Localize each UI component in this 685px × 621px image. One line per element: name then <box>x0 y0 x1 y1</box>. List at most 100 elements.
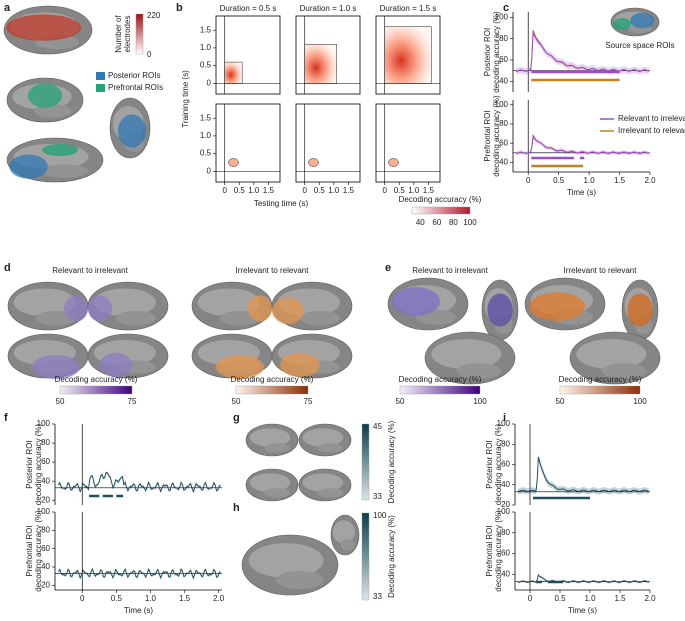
y-tick-label: 40 <box>501 480 510 489</box>
brain-lobe <box>33 104 72 118</box>
y-tick-label: 100 <box>37 507 51 516</box>
axis-label: Training time (s) <box>181 70 190 128</box>
axis-label: electrodes <box>123 16 132 53</box>
heatmap-title: Duration = 1.0 s <box>300 4 357 13</box>
y-tick-label: 1.0 <box>200 43 212 52</box>
colorbar-title: Decoding accuracy (%) <box>399 375 482 384</box>
panel-letter: c <box>503 2 509 14</box>
y-tick-label: 20 <box>501 500 510 509</box>
x-tick-label: 1.5 <box>179 594 191 603</box>
x-tick-label: 1.5 <box>343 186 355 195</box>
x-tick-label: 2.0 <box>644 176 656 185</box>
axis-label: decoding accuracy (%) <box>34 423 43 505</box>
colorbar <box>135 13 144 55</box>
colorbar-title: Decoding accuracy (%) <box>399 195 482 204</box>
y-tick-label: 40 <box>499 76 508 85</box>
brain-activation <box>88 295 112 322</box>
brain-activation <box>272 297 304 324</box>
axis-label: Number of <box>114 15 123 53</box>
y-tick-label: 0.5 <box>200 61 212 70</box>
y-tick-label: 60 <box>501 460 510 469</box>
y-tick-label: 20 <box>41 495 50 504</box>
x-tick-label: 1.5 <box>614 594 626 603</box>
x-tick-label: 0 <box>303 186 308 195</box>
condition-title: Irrelevant to relevant <box>236 266 310 275</box>
brain-gyri <box>332 520 355 544</box>
panel-letter: i <box>503 412 506 424</box>
brain-activation <box>487 293 513 327</box>
colorbar-tick: 75 <box>304 397 313 406</box>
x-tick-label: 1.0 <box>145 594 157 603</box>
y-tick-label: 60 <box>41 457 50 466</box>
y-tick-label: 20 <box>41 581 50 590</box>
legend-label: Relevant to irrelevant <box>618 114 685 123</box>
brain-activation <box>27 83 63 108</box>
colorbar-tick: 40 <box>416 218 425 227</box>
panel-letter: e <box>385 262 391 274</box>
y-tick-label: 100 <box>495 12 509 21</box>
colorbar-tick: 50 <box>232 397 241 406</box>
heatmap-blob <box>224 61 243 84</box>
axis-label: decoding accuracy (%) <box>492 95 501 177</box>
axis-label: Prefrontal ROI <box>483 110 492 161</box>
colorbar-tick: 33 <box>373 592 382 601</box>
x-tick-label: 1.5 <box>423 186 435 195</box>
x-tick-label: 1.0 <box>248 186 260 195</box>
brain-lobe <box>275 571 324 589</box>
colorbar-tick: 50 <box>396 397 405 406</box>
brain-lobe <box>116 310 156 326</box>
legend-swatch <box>96 84 105 92</box>
brain-activation <box>529 292 585 321</box>
x-tick-label: 0.5 <box>394 186 406 195</box>
panel-letter: g <box>233 412 240 424</box>
colorbar <box>59 385 133 395</box>
colorbar-tick: 100 <box>373 511 387 520</box>
brain-activation <box>630 12 655 29</box>
colorbar <box>361 512 370 601</box>
axis-label: Time (s) <box>124 606 153 615</box>
y-tick-label: 0 <box>207 78 212 87</box>
axis-label: Posterior ROI <box>25 440 34 488</box>
axis-label: Prefrontal ROI <box>25 525 34 576</box>
x-tick-label: 1.0 <box>584 176 596 185</box>
x-tick-label: 2.0 <box>644 594 656 603</box>
colorbar <box>361 423 370 501</box>
colorbar <box>399 385 481 395</box>
brain-activation <box>118 114 146 148</box>
brain-activation <box>42 144 78 156</box>
axis-label: Posterior ROI <box>483 28 492 76</box>
panel-letter: h <box>233 502 240 514</box>
curve <box>517 573 649 583</box>
colorbar-tick: 45 <box>373 422 382 431</box>
heatmap-blob <box>388 158 399 167</box>
heatmap <box>295 103 361 183</box>
error-band <box>58 471 221 494</box>
colorbar-tick: 80 <box>449 218 458 227</box>
axis-label: decoding accuracy (%) <box>494 510 503 592</box>
colorbar-tick: 50 <box>556 397 565 406</box>
x-tick-label: 0 <box>80 594 85 603</box>
colorbar-tick: 33 <box>373 492 382 501</box>
axis-label: Time (s) <box>568 606 597 615</box>
brain-gyri <box>576 339 647 370</box>
label: 0 <box>147 50 152 59</box>
colorbar <box>411 206 471 215</box>
heatmap-title: Duration = 1.5 s <box>380 4 437 13</box>
curve <box>515 134 649 155</box>
x-tick-label: 0 <box>223 186 228 195</box>
panel-letter: a <box>4 2 11 14</box>
x-tick-label: 0.5 <box>234 186 246 195</box>
x-tick-label: 1.0 <box>584 594 596 603</box>
axis-label: Prefrontal ROI <box>485 525 494 576</box>
brain-activation <box>613 18 631 30</box>
x-tick-label: 1.5 <box>614 176 626 185</box>
y-tick-label: 80 <box>499 119 508 128</box>
legend-label: Prefrontal ROIs <box>108 83 163 92</box>
brain-activation <box>32 354 80 380</box>
brain-lobe <box>317 488 344 498</box>
brain-gyri <box>197 288 260 317</box>
curve <box>57 472 221 494</box>
x-tick-label: 0 <box>383 186 388 195</box>
colorbar-tick: 50 <box>56 397 65 406</box>
colorbar-tick: 60 <box>432 218 441 227</box>
